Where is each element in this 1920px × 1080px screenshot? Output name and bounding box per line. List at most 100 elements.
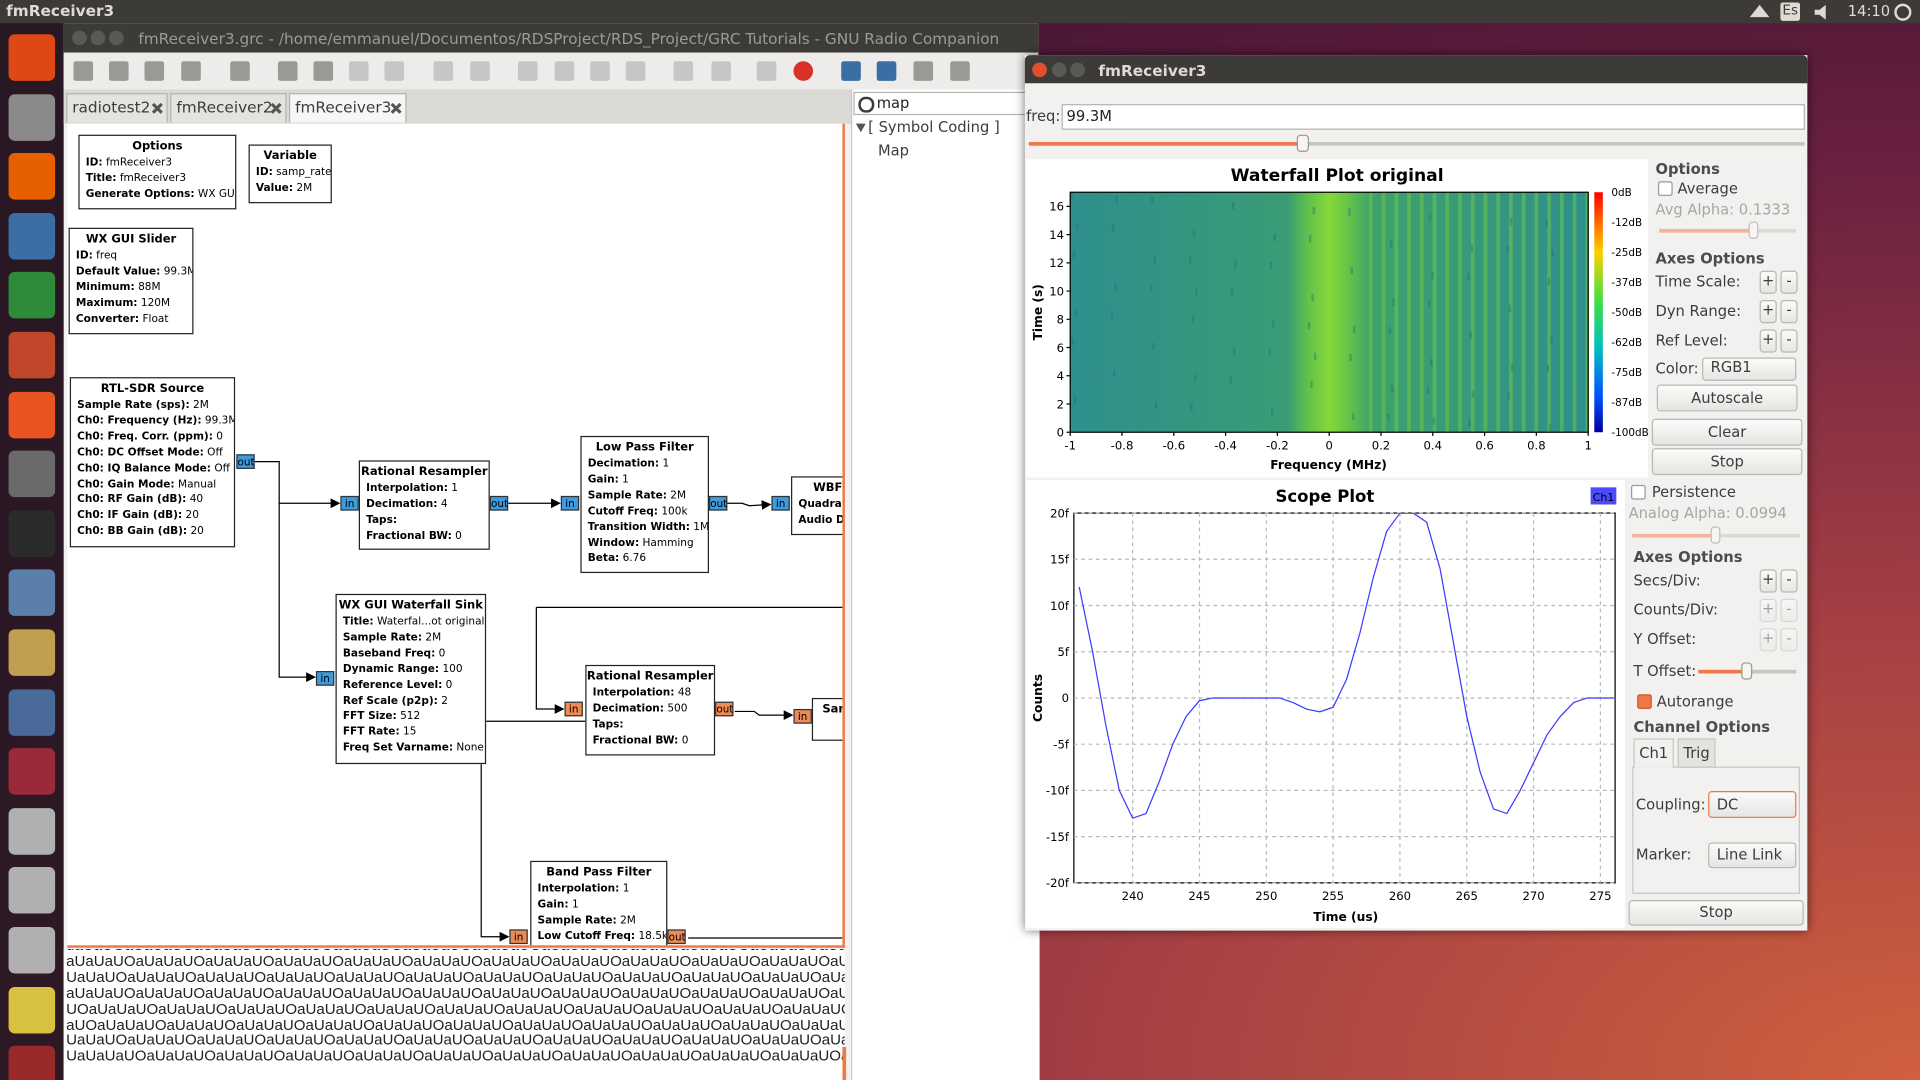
port[interactable]: in <box>560 495 580 511</box>
checkbox[interactable] <box>1657 181 1673 196</box>
slider-thumb[interactable] <box>1741 662 1753 680</box>
window-button[interactable] <box>108 30 124 46</box>
freq-slider-thumb[interactable] <box>1296 134 1309 152</box>
toolbar-button[interactable] <box>73 61 94 81</box>
port[interactable]: in <box>340 495 359 511</box>
minus-button[interactable]: - <box>1780 628 1798 652</box>
launcher-icon[interactable] <box>8 867 56 914</box>
clear-button[interactable]: Clear <box>1651 418 1803 446</box>
toolbar-button[interactable] <box>144 61 165 81</box>
window-button[interactable] <box>1070 62 1085 78</box>
block[interactable]: WX GUI Waterfall Sink Title: Waterfal...o… <box>335 593 487 765</box>
minus-button[interactable]: - <box>1780 569 1798 593</box>
keyboard-indicator[interactable]: Es <box>1780 2 1801 21</box>
plus-button[interactable]: + <box>1759 569 1777 593</box>
port[interactable]: in <box>564 701 583 717</box>
toolbar-button[interactable] <box>711 61 732 81</box>
toolbar-button[interactable] <box>108 61 129 81</box>
block[interactable]: WX GUI Slider ID: freq Default Value: 99.3… <box>68 227 194 335</box>
block[interactable]: RTL-SDR Source Sample Rate (sps): 2M Ch0: … <box>69 377 236 548</box>
launcher-icon[interactable] <box>8 986 56 1033</box>
block[interactable]: Sam <box>811 697 843 741</box>
launcher-icon[interactable] <box>8 331 56 379</box>
port[interactable]: out <box>715 701 734 717</box>
slider-thumb[interactable] <box>1710 526 1721 544</box>
minus-button[interactable]: - <box>1780 329 1798 353</box>
block[interactable]: Rational Resampler Interpolation: 1 Decima… <box>358 460 490 550</box>
block[interactable]: Options ID: fmReceiver3 Title: fmReceiver3… <box>78 134 237 210</box>
launcher-icon[interactable] <box>8 688 56 736</box>
plus-button[interactable]: + <box>1759 598 1777 623</box>
plus-button[interactable]: + <box>1759 329 1777 353</box>
autoscale-button[interactable]: Autoscale <box>1656 384 1798 412</box>
toolbar-button[interactable] <box>841 61 861 81</box>
toolbar-button[interactable] <box>433 61 454 81</box>
plus-button[interactable]: + <box>1759 628 1777 652</box>
window-button[interactable] <box>90 30 106 46</box>
tab-close[interactable] <box>151 102 163 114</box>
port[interactable]: in <box>315 671 335 686</box>
window-button[interactable] <box>1032 62 1047 78</box>
toolbar-button[interactable] <box>470 61 490 81</box>
plus-button[interactable]: + <box>1759 300 1777 324</box>
launcher-icon[interactable] <box>8 212 56 260</box>
launcher-icon[interactable] <box>8 391 56 438</box>
toolbar-button[interactable] <box>756 61 777 81</box>
tab[interactable]: radiotest2 <box>66 93 168 123</box>
stop-button[interactable]: Stop <box>1651 448 1803 476</box>
launcher-icon[interactable] <box>8 1045 56 1080</box>
block[interactable]: Variable ID: samp_rate Value: 2M <box>248 144 332 204</box>
toolbar-button[interactable] <box>554 61 575 81</box>
port[interactable]: out <box>236 454 255 469</box>
toolbar-button[interactable] <box>876 61 897 81</box>
toolbar-button[interactable] <box>230 61 250 81</box>
toolbar-button[interactable] <box>384 61 405 81</box>
toolbar-button[interactable] <box>793 61 814 81</box>
port[interactable]: out <box>667 929 686 945</box>
launcher-icon[interactable] <box>8 569 56 617</box>
launcher-icon[interactable] <box>8 807 56 855</box>
port[interactable]: in <box>793 708 812 724</box>
search-box[interactable]: map <box>853 91 1029 116</box>
tree-item[interactable]: Map <box>877 142 909 160</box>
tab[interactable]: fmReceiver2 <box>170 93 287 123</box>
plus-button[interactable]: + <box>1759 270 1777 294</box>
port[interactable]: out <box>489 495 509 511</box>
channel-tab[interactable]: Ch1 <box>1633 738 1674 768</box>
block[interactable]: WBF Quadra Audio D <box>791 476 843 536</box>
launcher-icon[interactable] <box>8 450 56 498</box>
launcher-icon[interactable] <box>8 629 56 676</box>
toolbar-button[interactable] <box>313 61 334 81</box>
port[interactable]: in <box>771 495 790 511</box>
toolbar-button[interactable] <box>348 61 369 81</box>
launcher-icon[interactable] <box>8 926 56 974</box>
toolbar-button[interactable] <box>673 61 694 81</box>
port[interactable]: out <box>708 495 728 511</box>
launcher-icon[interactable] <box>8 34 56 81</box>
block[interactable]: Low Pass Filter Decimation: 1 Gain: 1 Sampl… <box>580 435 709 574</box>
stop-button[interactable]: Stop <box>1628 900 1804 926</box>
clock[interactable]: 14:10 <box>1847 2 1891 20</box>
toolbar-button[interactable] <box>950 61 970 81</box>
launcher-icon[interactable] <box>8 510 56 557</box>
freq-slider-track[interactable] <box>1028 142 1805 146</box>
minus-button[interactable]: - <box>1780 300 1798 324</box>
toolbar-button[interactable] <box>277 61 298 81</box>
marker-combo[interactable]: Line Link <box>1708 842 1797 869</box>
freq-input[interactable]: 99.3M <box>1061 104 1805 130</box>
checkbox[interactable] <box>1631 484 1646 500</box>
coupling-combo[interactable]: DC <box>1708 791 1797 818</box>
toolbar-button[interactable] <box>590 61 610 81</box>
launcher-icon[interactable] <box>8 153 56 200</box>
port[interactable]: in <box>509 929 528 945</box>
tree-category[interactable]: [ Symbol Coding ] <box>868 118 1000 136</box>
minus-button[interactable]: - <box>1780 598 1798 623</box>
toolbar-button[interactable] <box>517 61 538 81</box>
launcher-icon[interactable] <box>8 93 56 141</box>
checkbox-checked[interactable] <box>1637 694 1652 709</box>
tab-close[interactable] <box>390 102 402 114</box>
block[interactable]: Rational Resampler Interpolation: 48 Decim… <box>585 664 716 756</box>
window-button[interactable] <box>1051 62 1067 78</box>
toolbar-button[interactable] <box>181 61 201 81</box>
